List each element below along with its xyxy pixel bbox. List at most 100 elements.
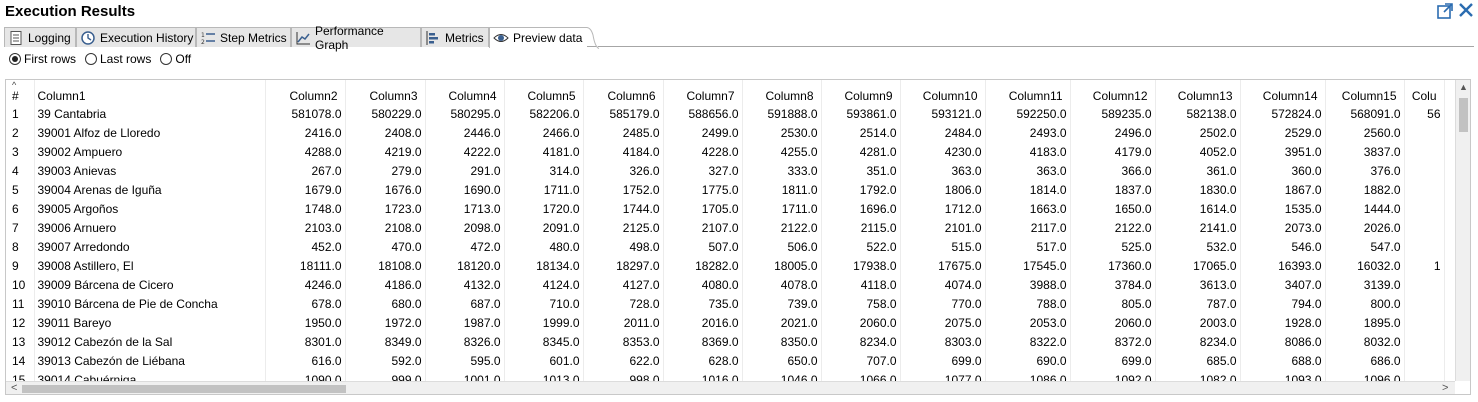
scroll-up-icon[interactable]: ▲ — [1459, 82, 1468, 92]
value-cell: 592250.0 — [985, 104, 1071, 123]
last-rows-option[interactable]: Last rows — [85, 52, 151, 66]
table-row[interactable]: 9 39008 Astillero, El 18111.0 18108.0 18120.… — [6, 256, 1445, 275]
value-cell: 2485.0 — [583, 123, 664, 142]
horizontal-scrollbar[interactable]: < > — [6, 381, 1455, 394]
value-cell: 687.0 — [425, 294, 505, 313]
value-cell: 3837.0 — [1325, 142, 1405, 161]
first-rows-option[interactable]: First rows — [9, 52, 76, 66]
preview-data-grid[interactable]: # Column1 Column2 Column3 Column4 Column5 Colu… — [5, 79, 1471, 395]
table-row[interactable]: 7 39006 Arnuero 2103.0 2108.0 2098.0 2091.0 21… — [6, 218, 1445, 237]
table-row[interactable]: 3 39002 Ampuero 4288.0 4219.0 4222.0 4181.0 41… — [6, 142, 1445, 161]
column-header[interactable]: Colu — [1404, 80, 1445, 104]
value-cell: 4288.0 — [265, 142, 346, 161]
column-header[interactable]: Column5 — [504, 80, 584, 104]
value-cell: 267.0 — [265, 161, 346, 180]
table-row[interactable]: 4 39003 Anievas 267.0 279.0 291.0 314.0 326.0 3… — [6, 161, 1445, 180]
tab-metrics[interactable]: Metrics — [421, 27, 489, 47]
value-cell: 4080.0 — [663, 275, 743, 294]
off-option[interactable]: Off — [160, 52, 191, 66]
table-row[interactable]: 8 39007 Arredondo 452.0 470.0 472.0 480.0 498.… — [6, 237, 1445, 256]
value-cell: 351.0 — [821, 161, 901, 180]
value-cell: 1016.0 — [663, 370, 743, 381]
column-header[interactable]: Column7 — [663, 80, 743, 104]
table-row[interactable]: 10 39009 Bárcena de Cicero 4246.0 4186.0 413… — [6, 275, 1445, 294]
value-cell: 18108.0 — [345, 256, 426, 275]
table-row[interactable]: 14 39013 Cabezón de Liébana 616.0 592.0 595.… — [6, 351, 1445, 370]
vertical-scrollbar[interactable]: ▲ — [1455, 80, 1470, 381]
value-cell: 18005.0 — [742, 256, 822, 275]
scroll-right-icon[interactable]: > — [1442, 382, 1449, 394]
table-row[interactable]: 2 39001 Alfoz de Lloredo 2416.0 2408.0 2446.… — [6, 123, 1445, 142]
value-cell: 56 — [1404, 104, 1445, 123]
value-cell: 8086.0 — [1240, 332, 1326, 351]
row-number-header[interactable]: # — [6, 80, 35, 104]
value-cell: 291.0 — [425, 161, 505, 180]
tab-performance-graph[interactable]: Performance Graph — [291, 24, 421, 52]
value-cell: 16032.0 — [1325, 256, 1405, 275]
value-cell — [1404, 294, 1445, 313]
column-header[interactable]: Column12 — [1070, 80, 1156, 104]
value-cell: 17938.0 — [821, 256, 901, 275]
value-cell: 4255.0 — [742, 142, 822, 161]
tab-execution-history[interactable]: Execution History — [76, 27, 196, 47]
table-row[interactable]: 6 39005 Argoños 1748.0 1723.0 1713.0 1720.0 17… — [6, 199, 1445, 218]
header-row: # Column1 Column2 Column3 Column4 Column5 Colu… — [6, 80, 1445, 104]
value-cell: 593121.0 — [900, 104, 986, 123]
value-cell: 580229.0 — [345, 104, 426, 123]
sort-icon[interactable]: ^ — [12, 80, 17, 90]
value-cell: 1806.0 — [900, 180, 986, 199]
column-header[interactable]: Column14 — [1240, 80, 1326, 104]
column-header[interactable]: Column11 — [985, 80, 1071, 104]
tab-label: Logging — [28, 30, 71, 45]
table-row[interactable]: 5 39004 Arenas de Iguña 1679.0 1676.0 1690.0… — [6, 180, 1445, 199]
column-header[interactable]: Column3 — [345, 80, 426, 104]
row-number-cell: 1 — [6, 104, 35, 123]
table-row[interactable]: 12 39011 Bareyo 1950.0 1972.0 1987.0 1999.0 20… — [6, 313, 1445, 332]
value-cell: 1696.0 — [821, 199, 901, 218]
value-cell: 1744.0 — [583, 199, 664, 218]
svg-text:1: 1 — [201, 32, 205, 39]
value-cell: 589235.0 — [1070, 104, 1156, 123]
value-cell: 3784.0 — [1070, 275, 1156, 294]
column-header[interactable]: Column13 — [1155, 80, 1241, 104]
column-header[interactable]: Column6 — [583, 80, 664, 104]
scroll-left-icon[interactable]: < — [11, 382, 18, 394]
name-cell: 39002 Ampuero — [34, 142, 266, 161]
column-header[interactable]: Column1 — [34, 80, 266, 104]
value-cell: 2021.0 — [742, 313, 822, 332]
table-row[interactable]: 1 39 Cantabria 581078.0 580229.0 580295.0 582… — [6, 104, 1445, 123]
maximize-icon[interactable] — [1436, 1, 1455, 20]
value-cell: 999.0 — [345, 370, 426, 381]
value-cell: 16393.0 — [1240, 256, 1326, 275]
value-cell: 480.0 — [504, 237, 584, 256]
name-cell: 39011 Bareyo — [34, 313, 266, 332]
first-rows-radio[interactable] — [9, 53, 21, 65]
table-row[interactable]: 15 39014 Cabuérniga 1090.0 999.0 1001.0 1013.… — [6, 370, 1445, 381]
off-radio[interactable] — [160, 53, 173, 65]
column-header[interactable]: Column2 — [265, 80, 346, 104]
value-cell: 547.0 — [1325, 237, 1405, 256]
column-header[interactable]: Column9 — [821, 80, 901, 104]
table-row[interactable]: 11 39010 Bárcena de Pie de Concha 678.0 680… — [6, 294, 1445, 313]
value-cell: 376.0 — [1325, 161, 1405, 180]
tab-preview-data[interactable]: Preview data — [489, 27, 599, 49]
value-cell: 4183.0 — [985, 142, 1071, 161]
value-cell: 2115.0 — [821, 218, 901, 237]
column-header[interactable]: Column15 — [1325, 80, 1405, 104]
value-cell: 522.0 — [821, 237, 901, 256]
last-rows-radio[interactable] — [85, 53, 97, 65]
column-header[interactable]: Column10 — [900, 80, 986, 104]
column-header[interactable]: Column4 — [425, 80, 505, 104]
value-cell: 2117.0 — [985, 218, 1071, 237]
value-cell: 18120.0 — [425, 256, 505, 275]
column-header[interactable]: Column8 — [742, 80, 822, 104]
table-row[interactable]: 13 39012 Cabezón de la Sal 8301.0 8349.0 832… — [6, 332, 1445, 351]
vertical-scroll-thumb[interactable] — [1459, 98, 1468, 132]
value-cell: 1092.0 — [1070, 370, 1156, 381]
value-cell: 2514.0 — [821, 123, 901, 142]
close-icon[interactable] — [1457, 1, 1475, 20]
horizontal-scroll-thumb[interactable] — [22, 385, 346, 393]
tab-logging[interactable]: Logging — [4, 27, 76, 47]
svg-text:2: 2 — [201, 39, 205, 46]
